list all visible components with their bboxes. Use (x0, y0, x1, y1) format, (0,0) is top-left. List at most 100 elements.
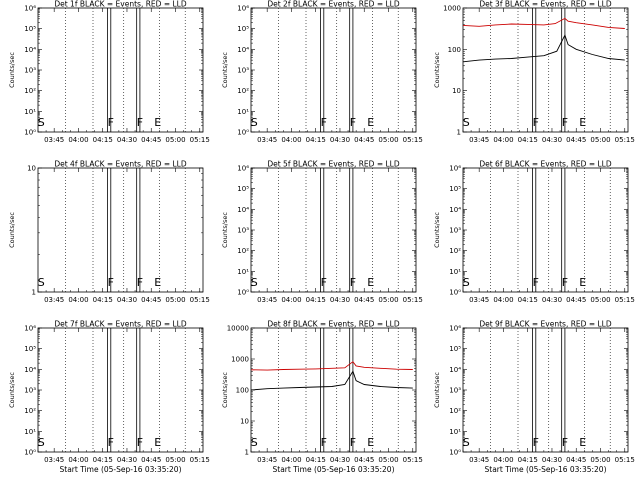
x-tick-label: 04:45 (566, 456, 586, 464)
x-axis-label: Start Time (05-Sep-16 03:35:20) (485, 465, 607, 474)
x-tick-label: 05:15 (190, 136, 210, 144)
x-tick-label: 05:00 (165, 296, 185, 304)
y-axis-label: Counts/sec (221, 212, 229, 248)
y-tick-label: 10² (237, 87, 249, 95)
y-axis-label: Counts/sec (433, 52, 441, 88)
y-tick-label: 10⁰ (449, 449, 461, 457)
y-tick-label: 10¹ (237, 268, 249, 276)
x-tick-label: 04:15 (518, 136, 538, 144)
chart-title: Det 8f BLACK = Events, RED = LLD (267, 320, 400, 329)
event-marker-label: S (38, 436, 45, 449)
event-marker-label: S (251, 276, 258, 289)
y-axis-label: Counts/sec (8, 372, 16, 408)
event-marker-label: F (350, 276, 356, 289)
event-marker-label: F (137, 276, 143, 289)
x-tick-label: 04:45 (141, 296, 161, 304)
data-series-line (462, 17, 625, 29)
event-marker-label: F (350, 116, 356, 129)
x-tick-label: 04:15 (518, 456, 538, 464)
x-axis-label: Start Time (05-Sep-16 03:35:20) (60, 465, 182, 474)
x-tick-label: 04:00 (281, 296, 301, 304)
y-tick-label: 10³ (237, 67, 249, 75)
x-tick-label: 05:00 (378, 456, 398, 464)
plot-frame (37, 7, 204, 133)
event-marker-label: E (579, 116, 586, 129)
x-tick-label: 04:30 (542, 136, 562, 144)
chart-panel: Det 1f BLACK = Events, RED = LLD Counts/s… (8, 0, 210, 144)
x-tick-label: 04:15 (93, 136, 113, 144)
x-tick-label: 04:45 (141, 136, 161, 144)
event-marker-label: E (154, 436, 161, 449)
y-tick-label: 10⁴ (24, 46, 36, 54)
event-marker-label: E (579, 276, 586, 289)
y-tick-label: 10000 (227, 325, 249, 333)
y-tick-label: 10⁵ (449, 345, 461, 353)
y-tick-label: 1 (32, 289, 36, 297)
y-tick-label: 10¹ (24, 108, 36, 116)
x-tick-label: 03:45 (44, 136, 64, 144)
plot-frame (462, 327, 629, 453)
y-tick-label: 10² (24, 407, 36, 415)
x-tick-label: 04:15 (306, 136, 326, 144)
event-marker-label: F (350, 436, 356, 449)
y-tick-label: 10³ (449, 227, 461, 235)
chart-title: Det 5f BLACK = Events, RED = LLD (267, 160, 400, 169)
plot-frame (250, 7, 417, 133)
y-axis-label: Counts/sec (433, 372, 441, 408)
y-tick-label: 10⁰ (24, 449, 36, 457)
event-marker-label: E (367, 116, 374, 129)
event-marker-label: F (108, 436, 114, 449)
x-tick-label: 04:00 (68, 456, 88, 464)
y-tick-label: 1 (457, 129, 461, 137)
x-tick-label: 04:30 (542, 456, 562, 464)
chart-title: Det 6f BLACK = Events, RED = LLD (479, 160, 612, 169)
x-tick-label: 04:30 (542, 296, 562, 304)
x-tick-label: 05:00 (165, 136, 185, 144)
y-axis-label: Counts/sec (221, 372, 229, 408)
event-marker-label: S (38, 276, 45, 289)
event-marker-label: E (154, 116, 161, 129)
y-tick-label: 10⁵ (237, 25, 249, 33)
chart-panel: Det 4f BLACK = Events, RED = LLD Counts/s… (8, 160, 210, 305)
event-marker-label: F (321, 276, 327, 289)
x-tick-label: 05:00 (378, 136, 398, 144)
plot-frame (462, 167, 629, 293)
x-tick-label: 05:15 (615, 136, 635, 144)
chart-panel: Det 6f BLACK = Events, RED = LLD Counts/s… (433, 160, 635, 305)
event-marker-label: S (463, 436, 470, 449)
x-tick-label: 04:15 (93, 456, 113, 464)
x-tick-label: 04:45 (354, 136, 374, 144)
x-tick-label: 04:45 (354, 456, 374, 464)
event-marker-label: S (463, 116, 470, 129)
x-tick-label: 04:30 (117, 136, 137, 144)
x-tick-label: 04:45 (141, 456, 161, 464)
y-tick-label: 10³ (24, 387, 36, 395)
event-marker-label: S (463, 276, 470, 289)
y-tick-label: 10¹ (449, 428, 461, 436)
event-marker-label: E (367, 276, 374, 289)
y-tick-label: 1000 (443, 5, 461, 13)
chart-title: Det 3f BLACK = Events, RED = LLD (479, 0, 612, 9)
y-tick-label: 10⁴ (449, 366, 461, 374)
y-axis-label: Counts/sec (221, 52, 229, 88)
x-tick-label: 04:45 (566, 296, 586, 304)
x-tick-label: 05:00 (378, 296, 398, 304)
y-axis-label: Counts/sec (8, 52, 16, 88)
x-tick-label: 03:45 (469, 296, 489, 304)
x-tick-label: 04:15 (306, 296, 326, 304)
y-tick-label: 10⁶ (237, 165, 249, 173)
y-tick-label: 10 (240, 418, 249, 426)
chart-title: Det 2f BLACK = Events, RED = LLD (267, 0, 400, 9)
x-tick-label: 04:45 (566, 136, 586, 144)
plot-frame (462, 7, 629, 133)
y-tick-label: 10² (24, 87, 36, 95)
event-marker-label: F (137, 436, 143, 449)
x-tick-label: 04:00 (68, 296, 88, 304)
x-tick-label: 05:15 (615, 456, 635, 464)
x-tick-label: 05:00 (590, 136, 610, 144)
data-series-line (250, 370, 413, 391)
x-tick-label: 03:45 (257, 136, 277, 144)
y-tick-label: 10¹ (449, 268, 461, 276)
chart-panel: Det 9f BLACK = Events, RED = LLD Counts/s… (433, 320, 635, 475)
